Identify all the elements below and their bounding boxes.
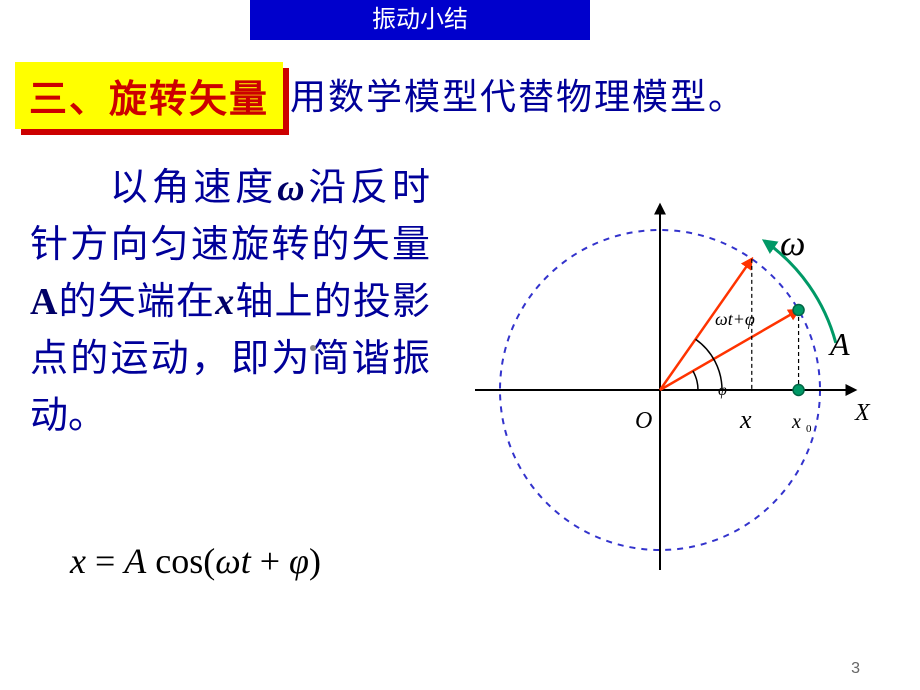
eq-omega: ω [215,541,240,581]
header-title: 振动小结 [372,6,468,33]
body-mid2: 的矢端在 [57,281,215,323]
omega-symbol: ω [277,167,304,209]
eq-phi: φ [289,541,309,581]
eq-t: t [241,541,251,581]
svg-text:O: O [635,408,652,434]
section-subtitle: 用数学模型代替物理模型。 [290,68,746,120]
eq-equals: = [95,541,124,581]
svg-text:ω: ω [780,223,805,263]
section-title-container: 三、旋转矢量 [15,62,283,129]
bullet-marker [310,345,316,351]
eq-close: ) [309,541,321,581]
body-prefix: 以角速度 [106,167,277,209]
page-number: 3 [851,660,860,678]
rotating-vector-diagram: ωωt+φAφOxx0X [460,180,880,580]
svg-text:0: 0 [806,423,812,435]
diagram-svg: ωωt+φAφOxx0X [460,180,880,580]
body-paragraph: 以角速度ω沿反时针方向匀速旋转的矢量A的矢端在x轴上的投影点的运动，即为简谐振动… [30,160,430,445]
svg-text:φ: φ [718,382,727,399]
eq-plus: + [251,541,289,581]
svg-text:ωt+φ: ωt+φ [715,309,755,329]
eq-x: x [70,541,86,581]
svg-text:A: A [828,326,850,362]
section-title: 三、旋转矢量 [29,79,269,121]
eq-cos: cos( [155,541,215,581]
title-box: 三、旋转矢量 [15,62,283,129]
eq-A: A [124,541,146,581]
svg-text:X: X [854,400,871,426]
svg-text:x: x [739,405,752,434]
A-symbol: A [30,281,57,323]
svg-text:x: x [791,411,801,433]
header-banner: 振动小结 [250,0,590,40]
equation: x = A cos(ωt + φ) [70,540,321,582]
x-symbol: x [215,281,234,323]
